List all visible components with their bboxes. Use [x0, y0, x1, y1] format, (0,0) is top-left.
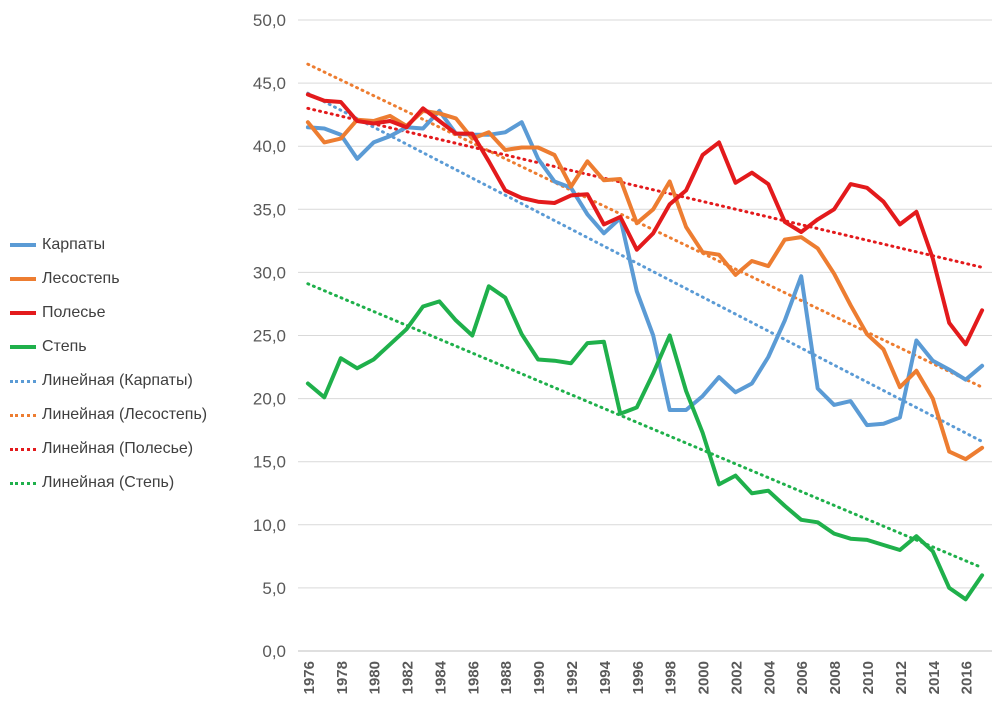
axes: 0,0 5,0 10,0 15,0 20,0 25,0 30,0 35,0 40,0 45,0 50… — [253, 11, 976, 694]
series-line — [305, 108, 985, 428]
y-tick-label: 25,0 — [253, 327, 286, 346]
x-tick-label: 2016 — [959, 661, 976, 694]
x-tick-label: 2014 — [926, 660, 943, 694]
trendlines — [306, 62, 984, 570]
y-tick-label: 35,0 — [253, 200, 286, 219]
legend-swatch — [10, 447, 36, 451]
series-line — [305, 284, 985, 602]
legend-item-step: Степь — [10, 330, 280, 364]
legend-label: Линейная (Полесье) — [42, 440, 194, 457]
trendline — [306, 62, 984, 389]
legend-item-polesye: Полесье — [10, 296, 280, 330]
x-tick-label: 2010 — [860, 661, 877, 694]
y-tick-label: 40,0 — [253, 137, 286, 156]
legend-item-trend-step: Линейная (Степь) — [10, 466, 280, 500]
y-tick-label: 15,0 — [253, 453, 286, 472]
legend-swatch — [10, 243, 36, 247]
series-lines — [305, 92, 985, 602]
legend-swatch — [10, 481, 36, 485]
x-tick-label: 2008 — [827, 661, 844, 694]
legend-label: Степь — [42, 338, 87, 355]
x-tick-label: 2006 — [794, 661, 811, 694]
series-line — [305, 92, 985, 347]
y-tick-label: 20,0 — [253, 390, 286, 409]
legend-item-trend-polesye: Линейная (Полесье) — [10, 432, 280, 466]
y-tick-label: 10,0 — [253, 516, 286, 535]
legend-swatch — [10, 311, 36, 315]
x-tick-label: 2004 — [761, 660, 778, 694]
trendline — [306, 282, 984, 570]
x-tick-label: 1984 — [432, 660, 449, 694]
legend-label: Карпаты — [42, 236, 106, 253]
x-tick-label: 1982 — [400, 661, 417, 694]
legend-swatch — [10, 413, 36, 417]
legend-swatch — [10, 277, 36, 281]
x-tick-label: 1976 — [301, 661, 318, 694]
legend-label: Линейная (Карпаты) — [42, 372, 193, 389]
x-tick-label: 1986 — [465, 661, 482, 694]
x-tick-label: 1988 — [498, 661, 515, 694]
x-tick-label: 1992 — [564, 661, 581, 694]
y-tick-label: 0,0 — [262, 642, 286, 661]
legend-label: Полесье — [42, 304, 106, 321]
y-tick-label: 45,0 — [253, 74, 286, 93]
x-tick-label: 2012 — [893, 661, 910, 694]
trendline — [306, 106, 984, 269]
legend: Карпаты Лесостепь Полесье Степь Линейная… — [10, 228, 280, 500]
x-tick-label: 1996 — [630, 661, 647, 694]
series-line — [305, 108, 985, 462]
x-tick-label: 1998 — [663, 661, 680, 694]
legend-label: Лесостепь — [42, 270, 120, 287]
legend-label: Линейная (Степь) — [42, 474, 175, 491]
x-tick-label: 1980 — [367, 661, 384, 694]
x-tick-label: 2002 — [728, 661, 745, 694]
y-tick-label: 5,0 — [262, 579, 286, 598]
y-tick-label: 50,0 — [253, 11, 286, 30]
legend-item-karpaty: Карпаты — [10, 228, 280, 262]
x-tick-label: 1994 — [597, 660, 614, 694]
y-tick-label: 30,0 — [253, 263, 286, 282]
legend-swatch — [10, 379, 36, 383]
legend-item-trend-karpaty: Линейная (Карпаты) — [10, 364, 280, 398]
legend-item-trend-lesostep: Линейная (Лесостепь) — [10, 398, 280, 432]
x-tick-label: 1990 — [531, 661, 548, 694]
grid-lines — [298, 19, 992, 652]
trendline — [306, 91, 984, 444]
legend-swatch — [10, 345, 36, 349]
legend-label: Линейная (Лесостепь) — [42, 406, 208, 423]
x-tick-label: 2000 — [696, 661, 713, 694]
legend-item-lesostep: Лесостепь — [10, 262, 280, 296]
x-tick-label: 1978 — [334, 661, 351, 694]
